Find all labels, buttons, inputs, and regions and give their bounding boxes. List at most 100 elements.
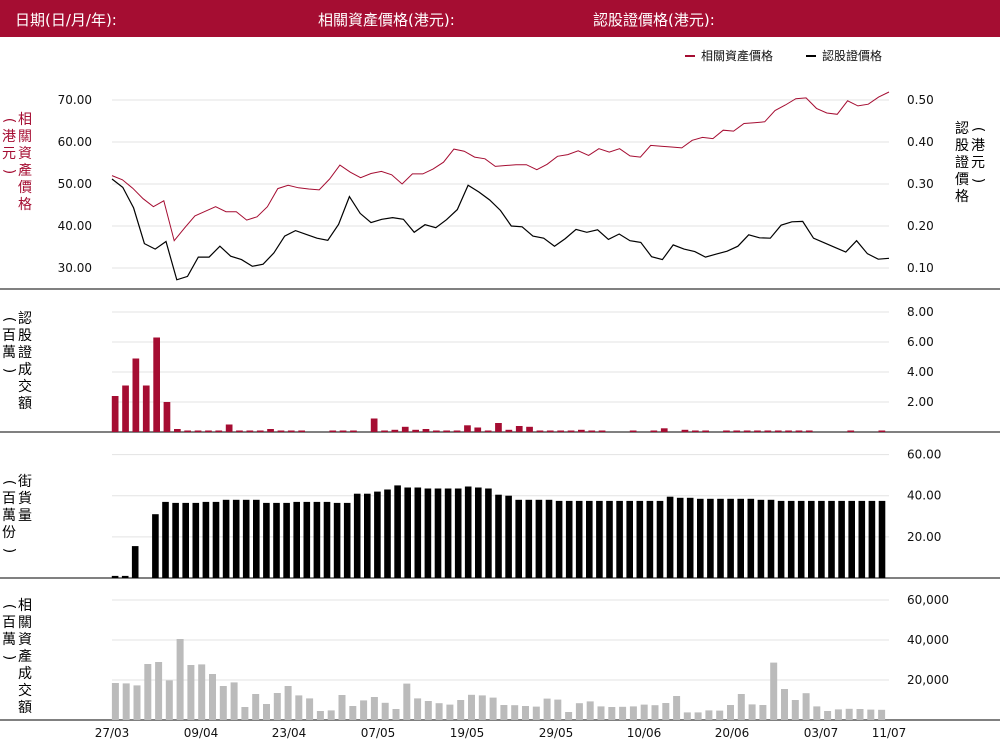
price-right-axis-unit: (港元) bbox=[970, 126, 987, 184]
outstanding-bar bbox=[586, 500, 593, 578]
warrant-turnover-bar bbox=[743, 430, 751, 432]
outstanding-bar bbox=[555, 500, 563, 578]
underlying-turnover-bar bbox=[381, 702, 389, 720]
underlying-turnover-tick-label: 20,000 bbox=[907, 673, 949, 687]
warrant-turnover-bar bbox=[702, 430, 709, 432]
outstanding-bar bbox=[858, 500, 866, 578]
outstanding-axis-unit: (百萬份) bbox=[1, 479, 18, 554]
outstanding-bar bbox=[525, 499, 533, 578]
underlying-turnover-bar bbox=[489, 697, 497, 720]
warrant-turnover-bar bbox=[111, 396, 119, 432]
underlying-turnover-bar bbox=[856, 709, 864, 720]
warrant-turnover-bar bbox=[795, 430, 803, 432]
outstanding-bar bbox=[222, 499, 230, 578]
underlying-turnover-bar bbox=[338, 695, 346, 720]
warrant-turnover-bar bbox=[692, 430, 699, 432]
warrant-turnover-bar bbox=[174, 429, 181, 432]
warrant-turnover-bar bbox=[298, 430, 305, 432]
underlying-turnover-bar bbox=[586, 701, 594, 720]
underlying-turnover-bar bbox=[414, 698, 422, 720]
underlying-price-line bbox=[111, 91, 890, 242]
underlying-turnover-bar bbox=[370, 697, 378, 720]
warrant-turnover-bar bbox=[464, 425, 471, 433]
outstanding-bar bbox=[868, 500, 876, 578]
underlying-turnover-bar bbox=[295, 695, 303, 720]
outstanding-bar bbox=[404, 487, 411, 578]
underlying-turnover-bar bbox=[878, 709, 886, 720]
outstanding-bar bbox=[172, 502, 179, 578]
underlying-turnover-bar bbox=[273, 693, 281, 720]
underlying-turnover-bar bbox=[392, 709, 400, 720]
warrant-turnover-tick-label: 2.00 bbox=[907, 395, 934, 409]
price-right-tick-label: 0.10 bbox=[907, 261, 934, 275]
warrant-price-label: 認股證價格(港元): bbox=[593, 11, 715, 29]
warrant-turnover-bar bbox=[122, 385, 129, 432]
outstanding-bar bbox=[838, 500, 845, 578]
price-right-tick-label: 0.30 bbox=[907, 177, 934, 191]
warrant-turnover-axis-title: 認股證成交額 (百萬) bbox=[1, 311, 33, 413]
underlying-turnover-bar bbox=[306, 698, 314, 720]
underlying-turnover-bar bbox=[619, 706, 627, 720]
outstanding-tick-label: 20.00 bbox=[907, 530, 941, 544]
warrant-turnover-bar bbox=[163, 402, 171, 432]
underlying-turnover-bar bbox=[122, 683, 130, 720]
underlying-turnover-bar bbox=[360, 700, 368, 720]
warrant-turnover-bar bbox=[723, 430, 730, 432]
outstanding-bar bbox=[313, 501, 321, 578]
outstanding-bar bbox=[343, 502, 351, 578]
outstanding-bar bbox=[747, 498, 755, 578]
underlying-turnover-bar bbox=[727, 705, 734, 720]
outstanding-bar bbox=[777, 500, 785, 578]
x-tick-label: 23/04 bbox=[272, 726, 307, 740]
underlying-turnover-bar bbox=[651, 705, 659, 720]
outstanding-bar bbox=[162, 501, 169, 578]
outstanding-bar bbox=[878, 500, 886, 578]
underlying-turnover-bar bbox=[284, 686, 292, 720]
outstanding-bar bbox=[384, 489, 391, 578]
underlying-turnover-bar bbox=[791, 700, 799, 720]
underlying-turnover-bar bbox=[144, 664, 152, 720]
outstanding-bar bbox=[686, 497, 694, 578]
underlying-turnover-bar bbox=[834, 709, 842, 720]
outstanding-bar bbox=[505, 495, 512, 578]
underlying-turnover-bar bbox=[349, 706, 357, 720]
warrant-turnover-bar bbox=[495, 423, 502, 432]
underlying-turnover-axis-label: 相關資產成交額 bbox=[18, 598, 32, 716]
underlying-turnover-bar bbox=[673, 696, 681, 720]
underlying-turnover-axis-unit: (百萬) bbox=[1, 603, 18, 661]
underlying-turnover-bar bbox=[403, 683, 411, 720]
outstanding-bar bbox=[545, 499, 553, 578]
warrant-turnover-tick-label: 8.00 bbox=[907, 305, 934, 319]
outstanding-bar bbox=[848, 500, 855, 578]
underlying-turnover-bar bbox=[198, 664, 206, 720]
underlying-turnover-tick-label: 60,000 bbox=[907, 593, 949, 607]
outstanding-bar bbox=[273, 502, 280, 578]
underlying-turnover-bar bbox=[694, 712, 702, 720]
underlying-turnover-bar bbox=[316, 711, 324, 720]
outstanding-bar bbox=[424, 488, 432, 578]
x-tick-label: 10/06 bbox=[627, 726, 662, 740]
underlying-turnover-tick-label: 40,000 bbox=[907, 633, 949, 647]
outstanding-bar bbox=[253, 499, 260, 578]
x-tick-label: 07/05 bbox=[361, 726, 396, 740]
x-tick-label: 19/05 bbox=[450, 726, 485, 740]
underlying-turnover-bar bbox=[759, 705, 767, 720]
underlying-turnover-bar bbox=[705, 710, 713, 720]
warrant-turnover-tick-label: 6.00 bbox=[907, 335, 934, 349]
warrant-price-line bbox=[111, 178, 890, 281]
outstanding-bar bbox=[333, 502, 341, 578]
x-tick-label: 20/06 bbox=[715, 726, 750, 740]
outstanding-bar bbox=[737, 498, 744, 578]
warrant-turnover-axis-unit: (百萬) bbox=[1, 316, 18, 374]
underlying-turnover-bar bbox=[435, 703, 443, 720]
warrant-turnover-bar bbox=[598, 430, 606, 432]
outstanding-bar bbox=[495, 494, 502, 578]
outstanding-bar bbox=[575, 500, 583, 578]
warrant-turnover-bar bbox=[267, 429, 274, 432]
outstanding-bar bbox=[444, 488, 452, 578]
underlying-turnover-bar bbox=[802, 693, 810, 720]
outstanding-bar bbox=[434, 488, 442, 578]
underlying-turnover-bar bbox=[468, 694, 475, 720]
warrant-turnover-bar bbox=[774, 430, 782, 432]
warrant-turnover-bar bbox=[681, 429, 689, 433]
